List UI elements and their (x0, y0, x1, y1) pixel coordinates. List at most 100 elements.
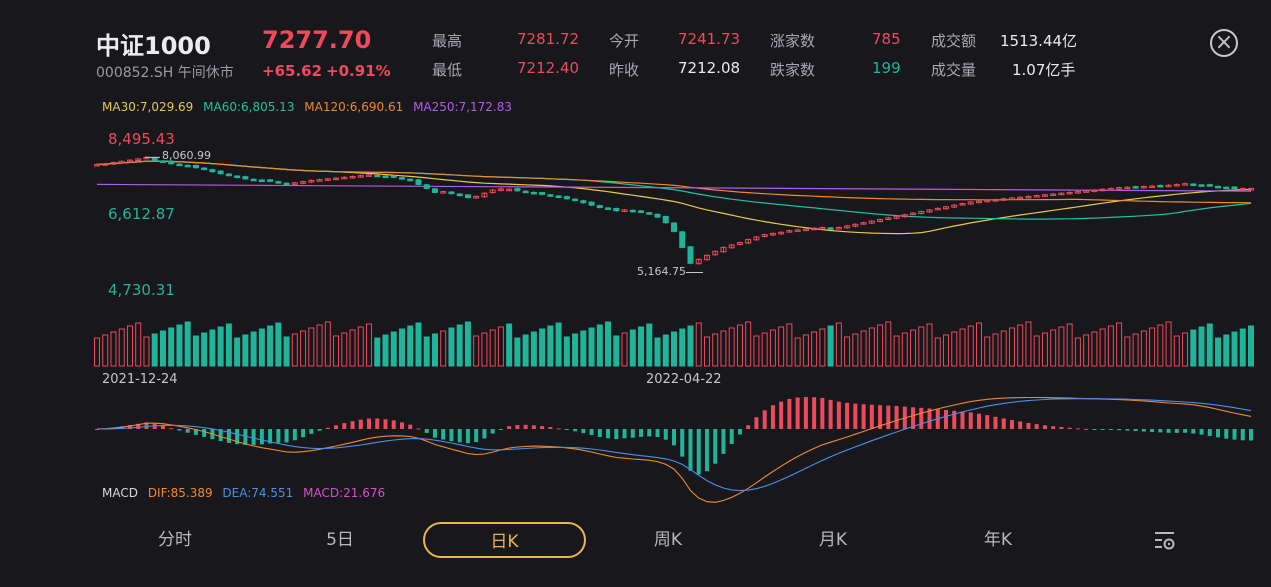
macd-bar (869, 404, 874, 429)
macd-bar (919, 407, 924, 429)
macd-bar (342, 423, 347, 429)
candle-body (1173, 183, 1180, 187)
stat-label-prev-close: 昨收 (609, 61, 640, 79)
macd-bar (688, 429, 693, 471)
volume-bar (234, 337, 241, 367)
volume-bar (662, 334, 669, 367)
stat-label-low: 最低 (432, 61, 463, 79)
min-price-marker: 5,164.75 (637, 265, 686, 278)
macd-bar (770, 405, 775, 429)
candle-body (423, 184, 430, 189)
volume-bar (217, 326, 224, 367)
volume-bar (514, 337, 521, 367)
macd-bar (1100, 429, 1105, 430)
index-name: 中证1000 (96, 32, 211, 60)
ma250-label: MA250:7,172.83 (413, 100, 513, 114)
macd-bar (391, 420, 396, 429)
macd-bar (482, 429, 487, 439)
price-change: +65.62 (262, 62, 323, 80)
chart-settings-icon[interactable] (1140, 522, 1190, 558)
volume-bar (456, 324, 463, 367)
volume-bar (967, 325, 974, 367)
candle-body (159, 160, 166, 163)
volume-bar (753, 335, 760, 367)
macd-bar (713, 429, 718, 464)
macd-bar (985, 415, 990, 429)
volume-bar (638, 326, 645, 367)
macd-bar (243, 429, 248, 445)
tab-yearly-k[interactable]: 年K (983, 530, 1013, 550)
candle-body (621, 209, 628, 212)
volume-bar (728, 327, 735, 367)
volume-bar (497, 326, 504, 367)
candle-body (407, 178, 414, 182)
current-price: 7277.70 (262, 26, 372, 54)
macd-bar (432, 429, 437, 438)
candle-body (918, 211, 925, 215)
tab-intraday[interactable]: 分时 (158, 530, 192, 550)
volume-bar (250, 331, 257, 367)
macd-bar (787, 398, 792, 429)
candle-body (712, 250, 719, 256)
candle-body (366, 174, 373, 177)
candle-body (778, 231, 785, 235)
candle-body (654, 213, 661, 218)
close-icon[interactable]: × (1210, 29, 1238, 57)
volume-bar (357, 326, 364, 367)
candle-body (456, 193, 463, 197)
macd-bar (976, 413, 981, 429)
macd-bar (1199, 429, 1204, 435)
macd-bar (507, 426, 512, 429)
macd-bar (1001, 418, 1006, 429)
stat-value-advancers: 785 (872, 30, 901, 48)
price-axis-low: 4,730.31 (108, 281, 175, 299)
volume-bar (415, 322, 422, 367)
index-code-status: 000852.SH 午间休市 (96, 65, 234, 81)
macd-bar (548, 427, 553, 429)
volume-bar (1107, 325, 1114, 367)
candle-body (1157, 184, 1164, 188)
volume-bar (720, 330, 727, 367)
candle-body (1107, 187, 1114, 191)
candle-body (943, 206, 950, 210)
volume-bar (745, 321, 752, 367)
macd-bar (556, 428, 561, 430)
tab-weekly-k[interactable]: 周K (653, 530, 683, 550)
macd-bar (284, 429, 289, 443)
volume-bar (143, 336, 150, 367)
volume-bar (1008, 327, 1015, 367)
volume-bar (1149, 327, 1156, 367)
candle-body (382, 175, 389, 179)
candle-body (703, 254, 710, 261)
tab-daily-k[interactable]: 日K (423, 522, 586, 558)
volume-bar (687, 325, 694, 367)
candle-body (448, 191, 455, 195)
volume-bar (1124, 336, 1131, 367)
candle-body (118, 160, 125, 164)
volume-bar (1132, 333, 1139, 367)
volume-bar (835, 322, 842, 367)
volume-bar (1173, 335, 1180, 367)
candle-body (201, 167, 208, 171)
tab-monthly-k[interactable]: 月K (818, 530, 848, 550)
period-tabs: 分时 5日 日K 周K 月K 年K (95, 522, 1255, 560)
candle-body (333, 177, 340, 181)
candle-body (1091, 189, 1098, 193)
stat-value-low: 7212.40 (517, 59, 580, 77)
candle-body (1132, 186, 1139, 189)
candle-body (761, 234, 768, 237)
volume-bar (959, 328, 966, 367)
tab-5day[interactable]: 5日 (326, 530, 354, 550)
price-change-pct: +0.91% (326, 62, 391, 80)
candle-body (1124, 186, 1131, 190)
candle-body (1206, 184, 1213, 187)
candle-body (225, 173, 232, 177)
macd-bar (1249, 429, 1253, 441)
macd-bar (177, 429, 182, 431)
volume-bar (926, 323, 933, 367)
volume-bar (440, 330, 447, 367)
volume-bar (481, 332, 488, 367)
macd-bar (325, 427, 330, 429)
volume-bar (530, 331, 537, 367)
